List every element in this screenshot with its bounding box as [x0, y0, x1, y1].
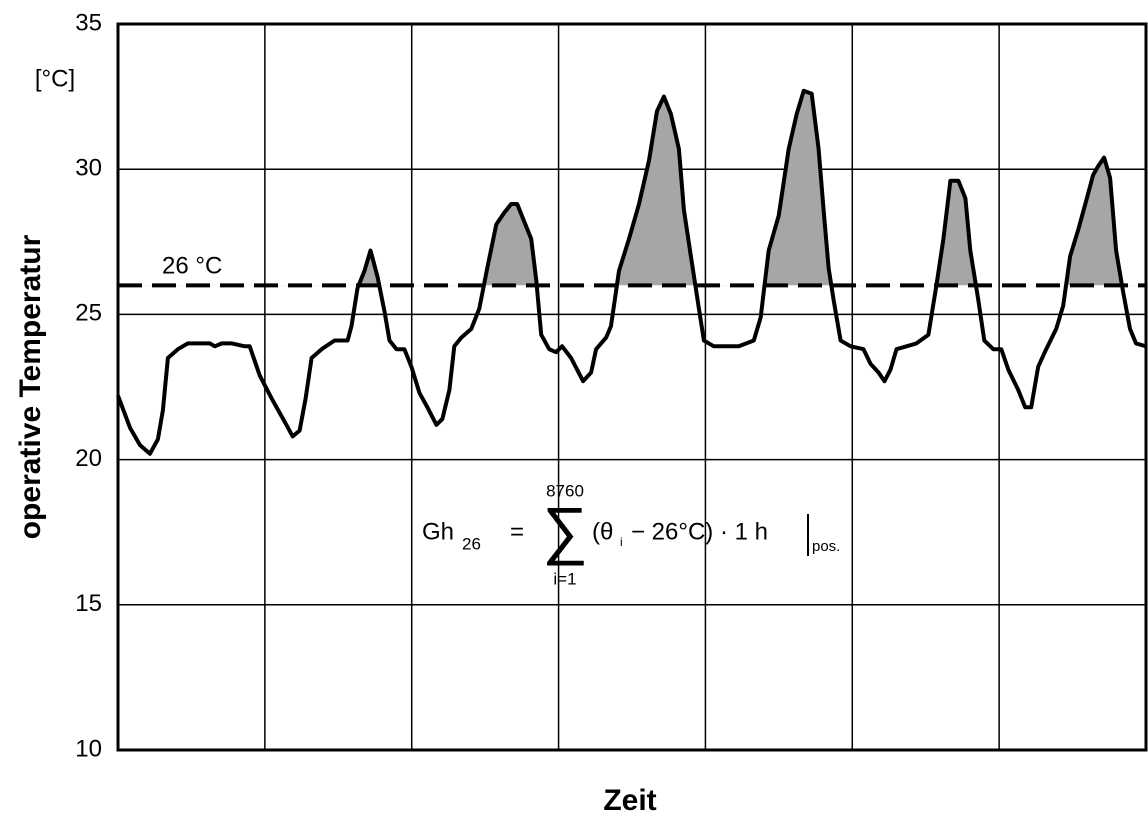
y-unit: [°C] [35, 65, 75, 92]
formula-sigma: ∑ [542, 494, 588, 566]
formula-lower: i=1 [553, 569, 576, 588]
formula-lhs-sub: 26 [462, 534, 481, 553]
y-tick-label: 20 [75, 445, 102, 472]
y-tick-label: 15 [75, 590, 102, 617]
y-axis-label: operative Temperatur [14, 234, 47, 539]
y-tick-label: 25 [75, 300, 102, 327]
y-tick-label: 30 [75, 155, 102, 182]
formula-lhs: Gh [422, 518, 454, 545]
threshold-label: 26 °C [162, 253, 222, 280]
formula-theta-sub: i [620, 535, 623, 549]
y-tick-label: 10 [75, 735, 102, 762]
formula-upper: 8760 [546, 481, 584, 500]
x-axis-label: Zeit [603, 784, 656, 817]
formula-rest: − 26°C) · 1 h [631, 518, 768, 545]
y-tick-label: 35 [75, 9, 102, 36]
formula-equals: = [510, 518, 524, 545]
formula-cond: pos. [812, 538, 840, 555]
formula-open: (θ [592, 518, 613, 545]
temperature-line [116, 88, 1147, 456]
plot-frame [116, 22, 1148, 752]
